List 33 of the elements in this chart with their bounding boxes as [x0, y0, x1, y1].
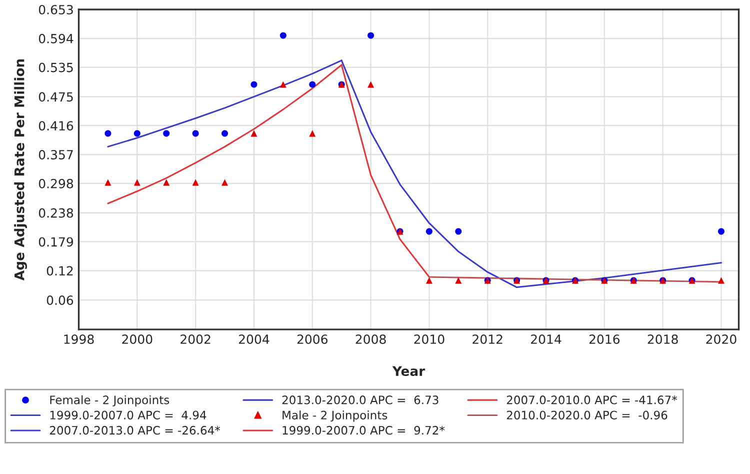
- legend-label: Male - 2 Joinpoints: [282, 410, 388, 422]
- x-tick-label: 2000: [122, 334, 152, 344]
- legend-label: 2007.0-2010.0 APC = -41.67*: [506, 396, 678, 404]
- x-tick-label: 2002: [180, 334, 210, 344]
- y-tick-label: 0.594: [38, 34, 74, 44]
- legend-label: 1999.0-2007.0 APC = 4.94: [50, 410, 206, 420]
- x-tick-label: 2018: [648, 334, 678, 344]
- y-tick-label: 0.357: [38, 150, 73, 160]
- x-tick-label: 2016: [589, 334, 620, 344]
- y-axis-title: Age Adjusted Rate Per Million: [14, 59, 27, 281]
- legend-label: 1999.0-2007.0 APC = 9.72*: [282, 426, 445, 435]
- y-tick-label: 0.535: [38, 62, 73, 72]
- y-tick-label: 0.475: [38, 92, 73, 102]
- legend-label: 2010.0-2020.0 APC = -0.96: [506, 410, 668, 420]
- y-tick-label: 0.416: [38, 121, 74, 131]
- x-tick-label: 2014: [531, 334, 562, 344]
- legend-label: Female - 2 Joinpoints: [50, 395, 170, 407]
- y-tick-label: 0.12: [46, 266, 73, 276]
- x-tick-label: 2012: [472, 334, 502, 344]
- x-tick-label: 2020: [706, 334, 736, 344]
- legend-label: 2013.0-2020.0 APC = 6.73: [282, 396, 438, 404]
- y-tick-label: 0.179: [38, 237, 74, 247]
- legend-label: 2007.0-2013.0 APC = -26.64*: [50, 426, 220, 435]
- x-tick-label: 2008: [356, 334, 386, 344]
- x-axis-title: Year: [392, 366, 426, 376]
- x-tick-label: 2004: [238, 334, 270, 344]
- x-tick-label: 2006: [297, 334, 328, 344]
- y-tick-label: 0.06: [46, 296, 74, 305]
- y-tick-label: 0.238: [38, 208, 74, 218]
- x-tick-label: 1998: [64, 334, 94, 344]
- x-tick-label: 2010: [414, 334, 444, 344]
- y-tick-label: 0.653: [38, 4, 73, 14]
- y-tick-label: 0.298: [38, 178, 74, 188]
